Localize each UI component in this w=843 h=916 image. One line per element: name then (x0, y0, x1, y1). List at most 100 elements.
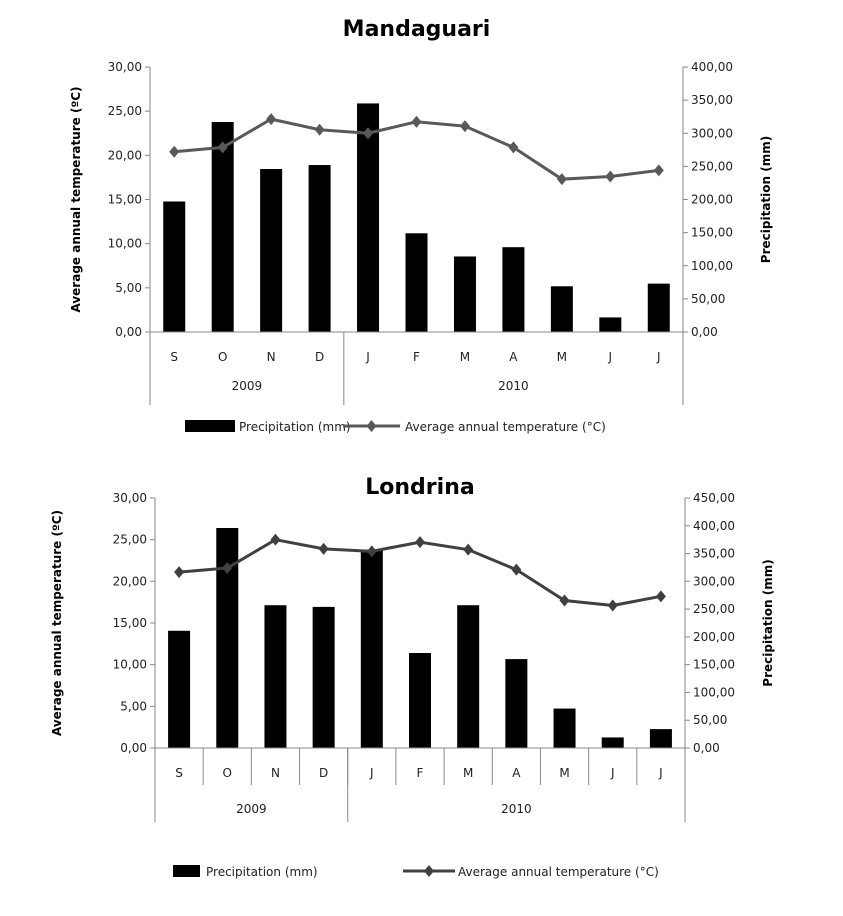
precipitation-bar (409, 653, 431, 748)
month-label: M (557, 350, 567, 364)
month-label: O (218, 350, 227, 364)
month-label: D (319, 766, 328, 780)
left-tick-label: 15,00 (113, 616, 147, 630)
right-tick-label: 450,00 (693, 491, 735, 505)
right-tick-label: 300,00 (693, 574, 735, 588)
left-tick-label: 0,00 (120, 741, 147, 755)
precipitation-bar (357, 103, 380, 332)
temperature-point (169, 145, 180, 158)
month-label: N (267, 350, 276, 364)
left-tick-label: 20,00 (108, 148, 142, 162)
precipitation-bar (360, 549, 383, 748)
month-label: M (559, 766, 569, 780)
temperature-point (511, 563, 522, 576)
month-label: D (315, 350, 324, 364)
month-label: S (175, 766, 183, 780)
right-tick-label: 400,00 (691, 60, 733, 74)
right-tick-label: 250,00 (693, 602, 735, 616)
right-tick-label: 50,00 (691, 292, 725, 306)
temperature-point (559, 594, 570, 607)
temperature-point (655, 590, 666, 603)
right-tick-label: 100,00 (691, 259, 733, 273)
month-label: M (463, 766, 473, 780)
month-label: F (417, 766, 424, 780)
month-label: M (460, 350, 470, 364)
precipitation-bar (405, 233, 428, 332)
legend-precipitation: Precipitation (mm) (239, 420, 351, 434)
temperature-point (174, 566, 185, 579)
left-tick-label: 5,00 (120, 699, 147, 713)
right-tick-label: 200,00 (693, 630, 735, 644)
legend-line-marker (424, 865, 434, 877)
left-tick-label: 25,00 (108, 104, 142, 118)
temperature-point (463, 543, 474, 556)
chart-title: Mandaguari (343, 17, 491, 42)
temperature-point (415, 536, 425, 549)
month-label: F (413, 350, 420, 364)
right-tick-label: 150,00 (693, 658, 735, 672)
precipitation-bar (649, 729, 672, 748)
right-tick-label: 200,00 (691, 193, 733, 207)
month-label: J (369, 766, 374, 780)
temperature-point (605, 170, 616, 183)
precipitation-bar (211, 121, 234, 332)
right-tick-label: 150,00 (691, 226, 733, 240)
left-tick-label: 10,00 (113, 658, 147, 672)
left-tick-label: 30,00 (108, 60, 142, 74)
precipitation-bar (168, 630, 191, 748)
right-axis-label: Precipitation (mm) (761, 559, 775, 686)
precipitation-bar (505, 659, 528, 748)
left-axis-label: Average annual temperature (ºC) (69, 86, 83, 312)
legend-precipitation: Precipitation (mm) (206, 865, 318, 879)
precipitation-bar (308, 165, 331, 332)
right-tick-label: 250,00 (691, 159, 733, 173)
legend-bar-swatch (173, 865, 200, 877)
right-tick-label: 100,00 (693, 685, 735, 699)
month-label: N (271, 766, 280, 780)
left-tick-label: 15,00 (108, 193, 142, 207)
left-tick-label: 10,00 (108, 237, 142, 251)
left-tick-label: 5,00 (115, 281, 142, 295)
month-label: A (509, 350, 518, 364)
month-label: O (223, 766, 232, 780)
left-tick-label: 20,00 (113, 574, 147, 588)
left-tick-label: 25,00 (113, 533, 147, 547)
year-label: 2010 (498, 379, 529, 393)
temperature-point (411, 115, 422, 128)
left-axis-label: Average annual temperature (ºC) (50, 510, 64, 736)
temperature-point (607, 599, 618, 612)
chart-0: Mandaguari 0,00 5,00 10,00 15,00 20,00 25,00 30… (69, 17, 773, 434)
month-label: J (608, 350, 613, 364)
left-tick-label: 0,00 (115, 325, 142, 339)
temperature-point (459, 120, 470, 133)
temperature-point (266, 113, 277, 126)
right-tick-label: 50,00 (693, 713, 727, 727)
precipitation-bar (550, 286, 573, 332)
right-tick-label: 300,00 (691, 126, 733, 140)
temperature-point (556, 173, 567, 186)
right-tick-label: 350,00 (693, 547, 735, 561)
month-label: J (656, 350, 661, 364)
temperature-point (217, 141, 228, 154)
temperature-point (653, 164, 664, 177)
temperature-point (363, 127, 374, 140)
legend-line-marker (366, 420, 377, 432)
month-label: J (658, 766, 663, 780)
temperature-line (174, 117, 659, 181)
precipitation-bar (553, 708, 576, 748)
legend-temperature: Average annual temperature (°C) (405, 420, 606, 434)
precipitation-bar (599, 317, 622, 332)
temperature-point (314, 123, 325, 136)
year-label: 2009 (236, 802, 267, 816)
right-tick-label: 0,00 (693, 741, 720, 755)
right-tick-label: 400,00 (693, 519, 735, 533)
temperature-point (366, 545, 377, 558)
precipitation-bar (163, 201, 186, 332)
legend-temperature: Average annual temperature (°C) (458, 865, 659, 879)
temperature-point (318, 542, 329, 555)
precipitation-bar (453, 256, 476, 332)
precipitation-bar (502, 247, 525, 332)
chart-1: Londrina 0,00 5,00 10,00 15,00 20,00 25,00 30,0… (50, 475, 775, 879)
precipitation-bar (260, 169, 283, 332)
